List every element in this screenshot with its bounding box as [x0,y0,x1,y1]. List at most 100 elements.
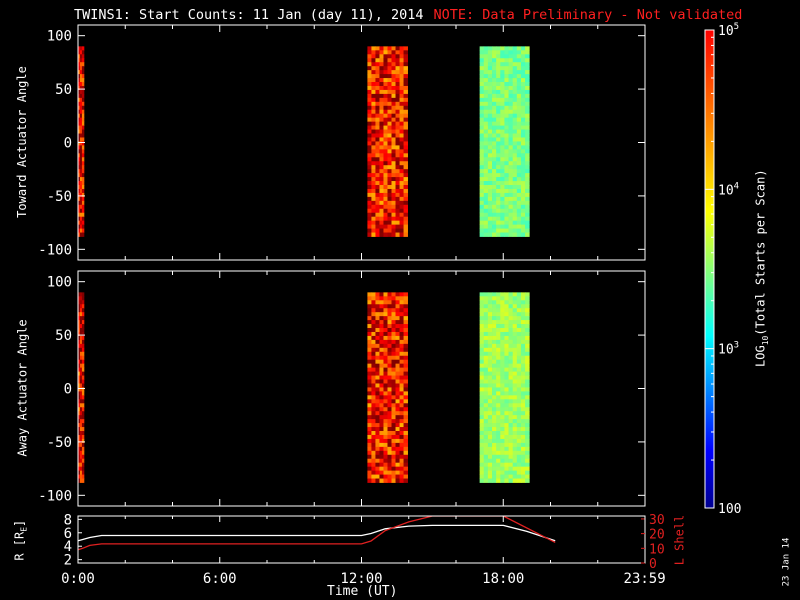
heatmap-cell [387,133,392,138]
heatmap-cell [487,62,493,67]
heatmap-cell [383,359,388,365]
heatmap-cell [500,355,505,361]
heatmap-cell [487,419,493,424]
heatmap-cell [483,458,489,464]
heatmap-cell [492,97,497,103]
heatmap-cell [367,296,372,301]
heatmap-cell [399,97,404,103]
figure-title: TWINS1: Start Counts: 11 Jan (day 11), 2… [74,7,742,23]
heatmap-cell [508,196,514,202]
heatmap-cell [492,232,497,237]
heatmap-cell [367,125,372,130]
heatmap-cell [391,46,396,51]
heatmap-cell [483,85,489,91]
heatmap-cell [81,415,85,420]
heatmap-cell [81,359,85,365]
heatmap-cell [496,458,501,464]
heatmap-cell [81,328,85,333]
heatmap-cell [367,78,372,83]
heatmap-cell [516,351,522,357]
heatmap-cell [81,165,85,170]
heatmap-cell [81,121,85,126]
heatmap-cell [512,161,518,166]
heatmap-cell [492,450,497,456]
heatmap-cell [395,54,400,59]
heatmap-cell [79,141,83,146]
heatmap-cell [492,375,497,380]
heatmap-cell [500,442,505,448]
heatmap-cell [78,474,81,479]
heatmap-cell [395,415,400,420]
heatmap-cell [78,395,81,400]
heatmap-cell [504,431,509,436]
heatmap-cell [79,343,83,349]
heatmap-cell [79,359,83,365]
heatmap-cell [516,173,522,178]
heatmap-cell [367,204,372,210]
heatmap-cell [508,423,514,428]
heatmap-cell [367,391,372,396]
heatmap-cell [483,50,489,55]
heatmap-cell [487,300,493,305]
heatmap-cell [525,129,530,134]
heatmap-cell [387,308,392,313]
heatmap-cell [379,117,384,123]
heatmap-cell [520,331,526,337]
heatmap-cell [492,347,497,353]
heatmap-cell [500,438,505,444]
heatmap-cell [399,454,404,460]
heatmap-cell [508,379,514,384]
heatmap-cell [496,304,501,309]
heatmap-cell [500,411,505,416]
heatmap-cell [383,232,388,237]
heatmap-cell [516,153,522,158]
heatmap-cell [479,97,485,103]
heatmap-cell [496,427,501,432]
heatmap-cell [403,292,408,297]
heatmap-cell [375,450,380,456]
heatmap-cell [492,466,497,472]
heatmap-cell [500,212,505,218]
heatmap-cell [516,450,522,456]
heatmap-cell [520,343,526,349]
heatmap-cell [500,208,505,214]
heatmap-cell [375,212,380,218]
heatmap-cell [483,46,489,51]
heatmap-cell [81,89,85,95]
heatmap-cell [387,216,392,222]
heatmap-cell [487,470,493,475]
heatmap-cell [367,181,372,186]
heatmap-cell [520,355,526,361]
heatmap-cell [483,109,489,115]
heatmap-cell [79,304,83,309]
heatmap-cell [492,320,497,325]
heatmap-cell [483,355,489,361]
heatmap-cell [79,117,83,123]
heatmap-cell [504,50,509,55]
heatmap-cell [483,359,489,365]
heatmap-cell [500,399,505,404]
heatmap-cell [78,296,81,301]
heatmap-cell [500,304,505,309]
heatmap-cell [500,450,505,456]
heatmap-cell [487,379,493,384]
heatmap-cell [479,395,485,400]
heatmap-cell [371,188,376,194]
heatmap-cell [516,192,522,198]
heatmap-cell [367,339,372,345]
heatmap-cell [78,367,81,372]
heatmap-cell [395,434,400,440]
colorbar-gradient [705,30,714,508]
heatmap-cell [371,192,376,198]
heatmap-cell [375,145,380,150]
heatmap-cell [387,74,392,79]
heatmap-cell [508,101,514,107]
heatmap-cell [496,355,501,361]
heatmap-cell [78,121,81,126]
heatmap-cell [379,70,384,75]
heatmap-cell [383,177,388,182]
heatmap-cell [496,220,501,226]
heatmap-cell [512,324,518,329]
heatmap-cell [387,66,392,71]
heatmap-cell [496,192,501,198]
